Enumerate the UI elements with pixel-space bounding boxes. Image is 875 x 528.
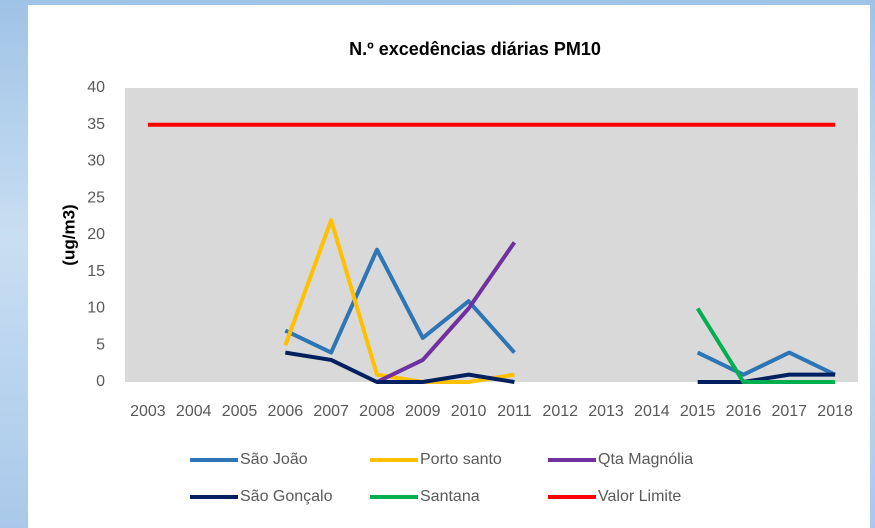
x-tick-label: 2008 [359, 403, 395, 420]
legend-label: Qta Magnólia [598, 451, 693, 468]
y-axis-label: (ug/m3) [59, 204, 78, 265]
x-tick-label: 2005 [222, 403, 258, 420]
legend-label: Valor Limite [598, 488, 681, 505]
y-tick-label: 40 [87, 79, 105, 96]
y-tick-label: 15 [87, 263, 105, 280]
x-tick-label: 2017 [771, 403, 807, 420]
legend-label: Porto santo [420, 451, 502, 468]
plot-area [125, 88, 858, 382]
y-tick-label: 0 [96, 373, 105, 390]
y-tick-label: 30 [87, 153, 105, 170]
series-line [285, 350, 836, 384]
series-line [283, 218, 515, 384]
x-tick-label: 2012 [542, 403, 578, 420]
x-tick-label: 2016 [726, 403, 762, 420]
legend-label: São Gonçalo [240, 488, 333, 505]
x-tick-label: 2004 [176, 403, 212, 420]
chart-title: N.º excedências diárias PM10 [349, 39, 601, 59]
legend-label: São João [240, 451, 308, 468]
y-tick-label: 10 [87, 300, 105, 317]
x-tick-label: 2011 [497, 403, 532, 420]
x-tick-label: 2009 [405, 403, 441, 420]
x-tick-label: 2003 [130, 403, 166, 420]
x-tick-label: 2015 [680, 403, 716, 420]
x-tick-label: 2018 [817, 403, 853, 420]
series-line [695, 307, 836, 384]
y-tick-label: 20 [87, 226, 105, 243]
x-tick-label: 2013 [588, 403, 624, 420]
x-tick-label: 2007 [313, 403, 349, 420]
x-tick-label: 2010 [451, 403, 487, 420]
series-line [284, 247, 836, 377]
y-tick-label: 25 [87, 189, 105, 206]
y-tick-label: 5 [96, 336, 105, 353]
x-tick-label: 2006 [268, 403, 304, 420]
x-tick-label: 2014 [634, 403, 670, 420]
legend-label: Santana [420, 488, 480, 505]
series-line [376, 241, 517, 384]
y-tick-label: 35 [87, 116, 105, 133]
